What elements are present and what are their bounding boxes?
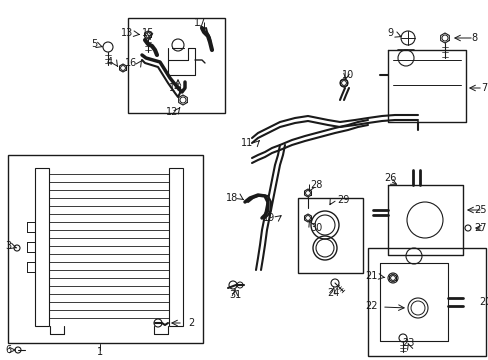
Text: 14: 14 bbox=[168, 83, 181, 93]
Text: 13: 13 bbox=[121, 28, 133, 38]
Text: 4: 4 bbox=[107, 57, 113, 67]
Text: 21: 21 bbox=[365, 271, 377, 281]
Text: 23: 23 bbox=[401, 338, 413, 348]
Bar bbox=[8, 155, 203, 343]
Text: 18: 18 bbox=[225, 193, 238, 203]
Text: 2: 2 bbox=[187, 318, 194, 328]
Text: 8: 8 bbox=[471, 33, 477, 43]
Text: 16: 16 bbox=[124, 58, 137, 68]
Bar bbox=[35, 168, 49, 326]
Text: 26: 26 bbox=[383, 173, 395, 183]
Text: 9: 9 bbox=[386, 28, 392, 38]
Text: 6: 6 bbox=[5, 345, 11, 355]
Text: 28: 28 bbox=[309, 180, 322, 190]
Text: 1: 1 bbox=[97, 347, 103, 357]
Bar bbox=[169, 168, 183, 326]
Text: 12: 12 bbox=[165, 107, 178, 117]
Text: 15: 15 bbox=[142, 28, 154, 38]
Text: 20: 20 bbox=[479, 297, 488, 307]
Bar bbox=[297, 198, 362, 273]
Text: 11: 11 bbox=[240, 138, 252, 148]
Bar bbox=[128, 18, 224, 113]
Bar bbox=[367, 248, 485, 356]
Text: 19: 19 bbox=[262, 213, 274, 223]
Text: 31: 31 bbox=[228, 290, 241, 300]
Text: 22: 22 bbox=[365, 301, 377, 311]
Text: 17: 17 bbox=[193, 18, 206, 28]
Text: 24: 24 bbox=[326, 288, 339, 298]
Text: 3: 3 bbox=[5, 241, 11, 251]
Text: 29: 29 bbox=[336, 195, 348, 205]
Text: 25: 25 bbox=[473, 205, 486, 215]
Text: 30: 30 bbox=[309, 223, 322, 233]
Text: 10: 10 bbox=[341, 70, 353, 80]
Text: 7: 7 bbox=[480, 83, 486, 93]
Text: 5: 5 bbox=[91, 39, 97, 49]
Text: 27: 27 bbox=[473, 223, 486, 233]
